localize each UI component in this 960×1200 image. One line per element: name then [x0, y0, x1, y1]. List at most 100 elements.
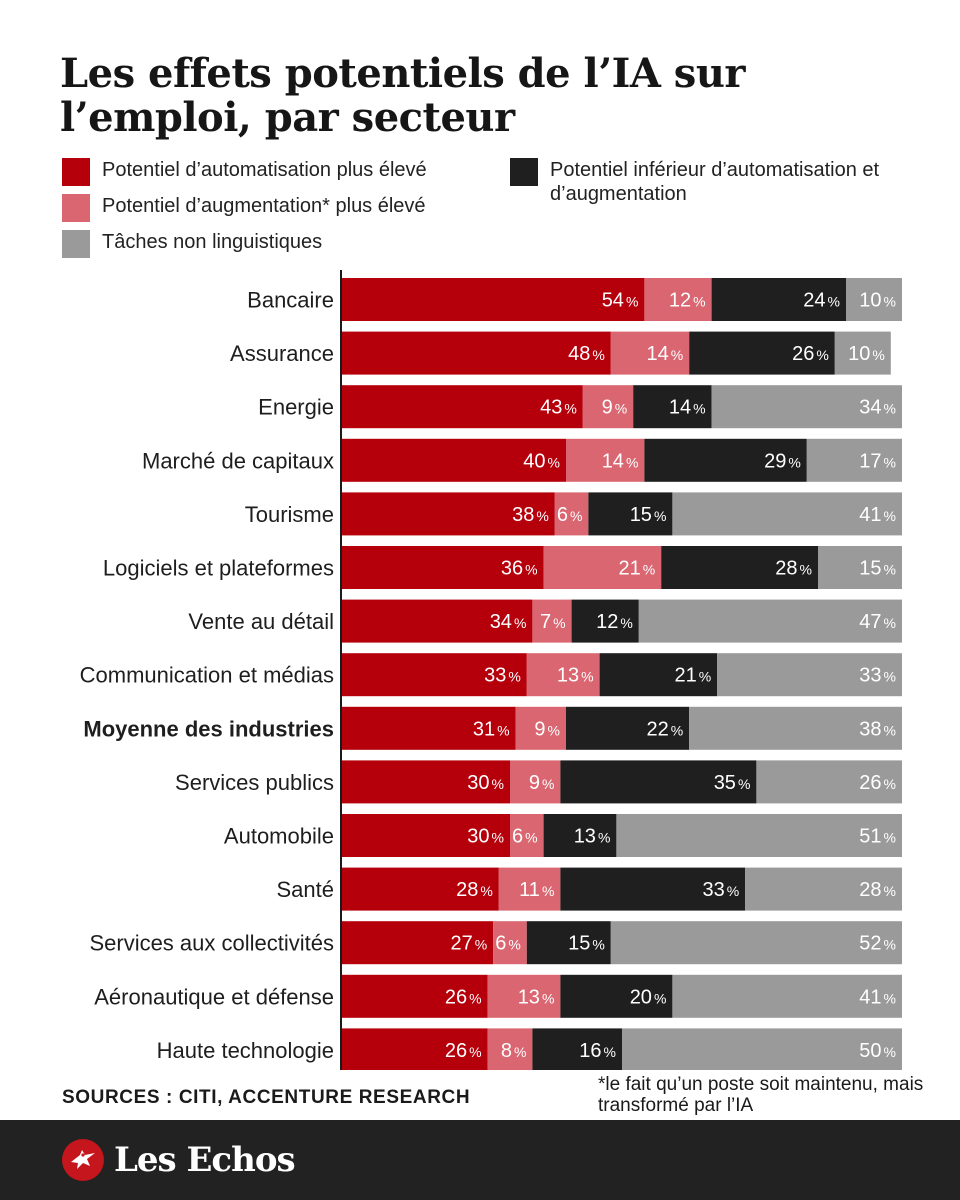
data-label: 38%: [859, 718, 896, 740]
bar-segment: [622, 1028, 902, 1070]
data-label: 52%: [859, 933, 896, 955]
bar-segment: [510, 760, 561, 804]
data-label: 26%: [445, 1040, 482, 1062]
bar-segment: [588, 492, 673, 536]
bar-segment: [806, 438, 902, 482]
bar-segment: [689, 706, 902, 750]
data-label: 51%: [859, 826, 896, 848]
bar-segment: [661, 546, 818, 589]
bar-segment: [638, 599, 902, 643]
bar-segment: [633, 385, 712, 429]
bar-segment: [342, 974, 488, 1018]
data-label: 24%: [803, 290, 840, 312]
data-label: 38%: [512, 504, 549, 526]
category-label: Santé: [277, 877, 335, 902]
data-label: 14%: [646, 343, 683, 365]
data-label: 7%: [540, 611, 566, 633]
bar-segment: [543, 814, 617, 857]
category-label: Tourisme: [245, 502, 334, 527]
data-label: 29%: [764, 450, 801, 472]
data-label: 6%: [557, 504, 583, 526]
data-label: 47%: [859, 611, 896, 633]
category-label: Automobile: [224, 824, 334, 849]
data-label: 26%: [859, 772, 896, 794]
legend-label: Potentiel d’augmentation* plus élevé: [102, 195, 426, 217]
data-label: 31%: [473, 718, 510, 740]
data-label: 30%: [467, 772, 504, 794]
bar-segment: [342, 921, 494, 965]
data-label: 40%: [523, 450, 560, 472]
data-label: 28%: [456, 879, 493, 901]
data-label: 6%: [495, 933, 521, 955]
bar-segment: [493, 921, 527, 965]
data-label: 8%: [501, 1040, 527, 1062]
data-label: 12%: [596, 611, 633, 633]
data-label: 33%: [859, 665, 896, 687]
bar-segment: [689, 331, 835, 375]
category-label: Energie: [258, 395, 334, 420]
data-label: 22%: [646, 718, 683, 740]
legend-item-automatisation: Potentiel d’automatisation plus élevé: [62, 158, 427, 186]
bar-segment: [543, 546, 662, 589]
bar-segment: [560, 974, 673, 1018]
bar-segment: [560, 867, 746, 911]
data-label: 15%: [630, 504, 667, 526]
bar-segment: [342, 814, 510, 857]
data-label: 20%: [630, 986, 667, 1008]
category-label: Services aux collectivités: [89, 931, 334, 956]
data-label: 21%: [618, 558, 655, 580]
bar-segment: [342, 546, 544, 589]
bar-segment: [342, 492, 555, 536]
data-label: 27%: [450, 933, 487, 955]
data-label: 36%: [501, 558, 538, 580]
bar-segment: [610, 331, 690, 375]
chart-title: Les effets potentiels de l’IA sur l’empl…: [60, 50, 745, 141]
bar-segment: [526, 653, 600, 697]
category-label: Communication et médias: [80, 663, 334, 688]
data-label: 11%: [519, 879, 554, 901]
category-label: Logiciels et plateformes: [103, 556, 334, 581]
bar-segment: [498, 867, 561, 911]
bar-segment: [717, 653, 902, 697]
data-label: 34%: [490, 611, 527, 633]
bar-segment: [342, 599, 533, 643]
legend-item-non-linguistiques: Tâches non linguistiques: [62, 230, 322, 258]
bar-segment: [342, 760, 510, 804]
category-label: Assurance: [230, 341, 334, 366]
legend-swatch: [62, 194, 90, 222]
bar-segment: [526, 921, 611, 965]
bar-segment: [711, 278, 846, 321]
data-label: 30%: [467, 826, 504, 848]
data-label: 14%: [602, 450, 639, 472]
bar-segment: [745, 867, 902, 911]
bar-segment: [342, 385, 583, 429]
bar-segment: [616, 814, 902, 857]
data-label: 9%: [529, 772, 555, 794]
data-label: 17%: [859, 450, 896, 472]
bar-segment: [711, 385, 902, 429]
data-label: 34%: [859, 397, 896, 419]
bar-segment: [582, 385, 634, 429]
bar-segment: [342, 438, 566, 482]
bar-segment: [510, 814, 544, 857]
data-label: 48%: [568, 343, 605, 365]
bar-segment: [566, 438, 645, 482]
bar-segment: [610, 921, 902, 965]
data-label: 6%: [512, 826, 538, 848]
data-label: 33%: [702, 879, 739, 901]
data-label: 16%: [579, 1040, 616, 1062]
category-label: Moyenne des industries: [83, 716, 334, 741]
bar-segment: [342, 1028, 488, 1070]
data-label: 9%: [534, 718, 560, 740]
stacked-bar-chart: Bancaire 54% 12% 24% 10 % Assurance 48% 14% 26% 10…: [80, 270, 902, 1070]
legend-swatch: [62, 158, 90, 186]
bar-segment: [846, 278, 902, 321]
bar-segment: [756, 760, 902, 804]
data-label: 21%: [674, 665, 711, 687]
bar-segment: [571, 599, 639, 643]
bar-segment: [672, 492, 902, 536]
legend-item-inferieur: Potentiel inférieur d’automatisation et …: [510, 158, 890, 206]
data-label: 41%: [859, 504, 896, 526]
data-label: 50%: [859, 1040, 896, 1062]
data-label: 10%: [848, 343, 885, 365]
